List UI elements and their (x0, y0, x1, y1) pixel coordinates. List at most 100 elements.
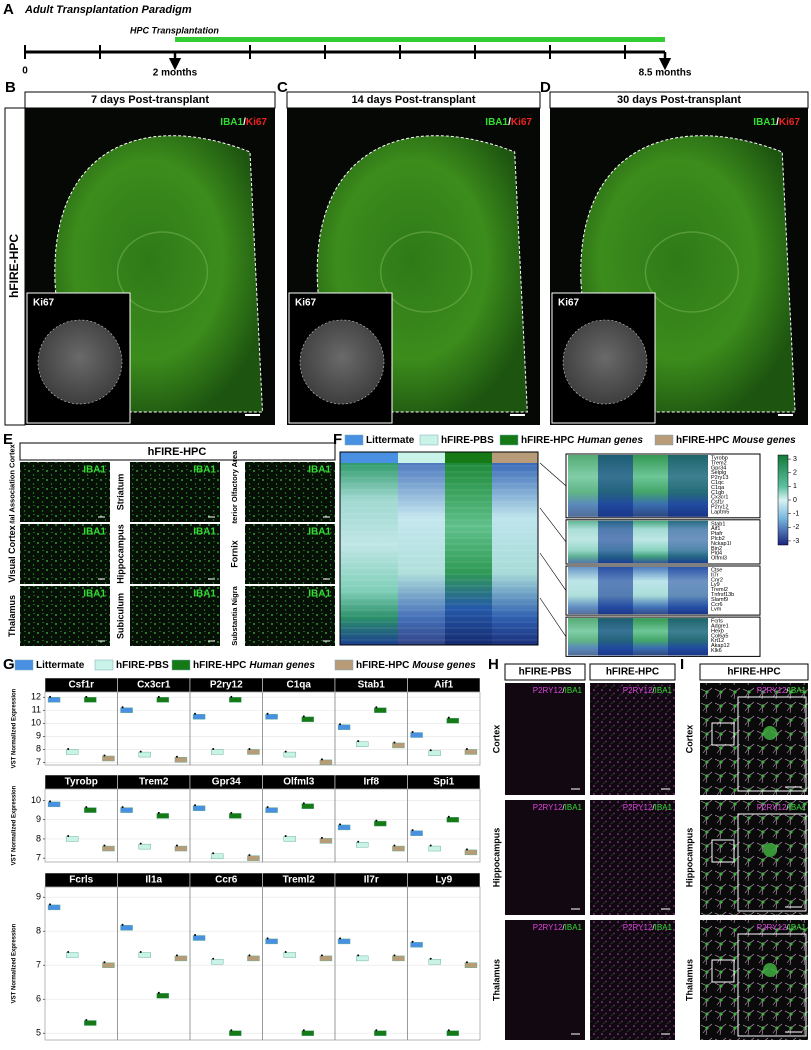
box (392, 955, 405, 962)
point (266, 937, 269, 940)
point (121, 806, 124, 809)
zoom-column (568, 455, 598, 517)
box (47, 801, 61, 808)
point (284, 834, 287, 837)
stain-green: IBA1 (565, 923, 583, 932)
heatmap-header (492, 452, 538, 463)
gene-label: Tyrobp (711, 455, 728, 461)
stain-label: IBA1/Ki67 (753, 117, 800, 128)
stain-separator: / (786, 923, 789, 932)
point (49, 903, 52, 906)
heatmap (445, 463, 492, 645)
stain-green: IBA1 (565, 686, 583, 695)
cell (763, 963, 777, 977)
zoom-column (633, 567, 668, 615)
stain-label: IBA1 (193, 465, 216, 476)
row-label: Cortex (491, 725, 501, 754)
cell (763, 726, 777, 740)
facet-frame (407, 886, 481, 1041)
point (302, 1029, 305, 1032)
zoom-column (668, 567, 708, 615)
box (446, 1030, 460, 1036)
box (138, 751, 151, 758)
heatmap (492, 463, 538, 645)
timeline-label: 8.5 months (639, 68, 692, 79)
panel-letter: F (333, 431, 342, 448)
box (428, 750, 441, 756)
inset-brain (299, 319, 385, 405)
box (355, 955, 369, 962)
facet-frame (262, 788, 336, 863)
facet-frame (189, 788, 263, 863)
bar-label: HPC Transplantation (130, 25, 219, 35)
box (210, 853, 224, 859)
stain-label: IBA1 (83, 527, 106, 538)
facet-frame (407, 691, 481, 766)
gene-name: Ccr6 (215, 875, 238, 886)
box (374, 707, 387, 713)
box (374, 820, 387, 827)
box (355, 842, 369, 848)
roi-box (711, 722, 735, 746)
box (174, 757, 188, 763)
point (175, 755, 178, 758)
panel-title: Adult Transplantation Paradigm (24, 4, 192, 16)
stain-label: P2RY12/IBA1 (533, 923, 583, 932)
point (194, 712, 197, 715)
stain-magenta: P2RY12 (533, 686, 563, 695)
facet-frame (334, 886, 408, 1041)
point (429, 844, 432, 847)
roi-box (711, 839, 735, 863)
label-strip (112, 524, 130, 584)
stain-label: IBA1 (83, 465, 106, 476)
stain-green: IBA1 (655, 803, 673, 812)
facet-frame (407, 788, 481, 863)
gene-label: Slamf9 (711, 597, 728, 603)
point (139, 750, 142, 753)
box (265, 938, 278, 945)
gene-label: P2ry12 (711, 504, 728, 510)
point (194, 804, 197, 807)
stain-separator: / (786, 686, 789, 695)
label-strip (5, 586, 20, 646)
point (85, 1019, 88, 1021)
y-tick-label: 10 (31, 718, 41, 728)
zoom-column (633, 520, 668, 563)
legend-name: hFIRE-HPC (193, 660, 246, 671)
legend-label: hFIRE-PBS (441, 435, 494, 446)
box (102, 845, 115, 852)
stain-separator: / (652, 923, 655, 932)
column-header: hFIRE-PBS (519, 667, 572, 678)
gene-label: Il7r (711, 572, 719, 578)
row-label: Thalamus (684, 959, 694, 1001)
legend-label: Littermate (366, 435, 415, 446)
panel-title: 14 days Post-transplant (351, 94, 475, 106)
box (65, 836, 79, 842)
box (120, 807, 133, 813)
micrograph (590, 800, 675, 915)
stain-red: Ki67 (779, 117, 801, 128)
heatmap-header (445, 452, 492, 463)
stain-label: P2RY12/IBA1 (757, 803, 807, 812)
inset-brain (562, 319, 648, 405)
box (229, 697, 242, 703)
label-strip (225, 462, 245, 522)
point (375, 706, 378, 709)
point (248, 747, 251, 750)
gene-label: Aif1 (711, 526, 720, 532)
gene-name: Gpr34 (212, 777, 241, 788)
facet-frame (44, 691, 118, 766)
point (103, 844, 106, 847)
gene-name: Fcrls (69, 875, 93, 886)
header-box (589, 663, 676, 681)
colorbar-label: -1 (793, 510, 799, 517)
region-label: Frontal Association Cortex (7, 443, 16, 539)
box (355, 741, 369, 747)
point (357, 840, 360, 843)
legend-swatch (171, 659, 191, 671)
stain-separator: / (786, 803, 789, 812)
legend-name: hFIRE-HPC (356, 660, 409, 671)
row-label: Hippocampus (684, 828, 694, 888)
point (67, 951, 70, 953)
panel-letter: I (680, 656, 684, 673)
